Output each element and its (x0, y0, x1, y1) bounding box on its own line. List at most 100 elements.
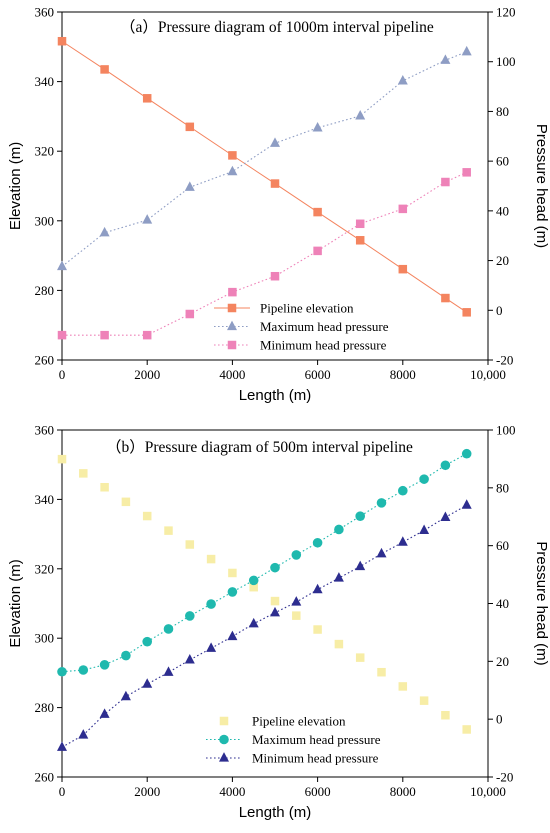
data-point (248, 617, 259, 628)
y-right-tick-label: 20 (496, 253, 509, 268)
data-point (57, 454, 67, 464)
chart-title: （a）Pressure diagram of 1000m interval pi… (120, 19, 434, 36)
data-point (334, 639, 344, 649)
data-point (397, 536, 408, 546)
legend-entry: Minimum head pressure (214, 338, 387, 353)
data-point (419, 696, 429, 705)
x-axis-label: Length (m) (239, 804, 312, 821)
y-right-tick-label: -20 (496, 353, 513, 368)
legend-label: Maximum head pressure (260, 319, 389, 334)
y-left-tick-label: 320 (35, 561, 55, 576)
data-point (313, 246, 322, 256)
data-point (462, 725, 471, 734)
data-point (270, 562, 280, 573)
y-right-tick-label: 100 (496, 423, 516, 438)
data-point (291, 596, 302, 606)
data-point (461, 45, 472, 56)
data-point (78, 665, 89, 675)
data-point (441, 710, 450, 720)
data-point (398, 264, 408, 274)
legend-marker (219, 716, 229, 726)
data-point (462, 168, 471, 177)
data-point (100, 330, 109, 340)
series-pipeline-elevation (57, 36, 471, 317)
y-right-tick-label: 120 (496, 5, 516, 20)
series-pipeline-elevation (57, 454, 471, 734)
legend-marker (219, 734, 229, 745)
series-minimum-head-pressure (57, 499, 472, 751)
data-point (248, 575, 259, 586)
data-point (79, 469, 88, 478)
data-point (440, 511, 451, 521)
data-point (376, 498, 387, 508)
legend-label: Pipeline elevation (252, 714, 346, 729)
plot-frame (61, 11, 489, 361)
data-point (57, 260, 67, 271)
data-point (377, 667, 386, 677)
legend-label: Pipeline elevation (260, 301, 354, 316)
y-right-axis-label: Pressure head (m) (533, 124, 550, 248)
data-point (249, 582, 258, 592)
y-left-tick-label: 300 (35, 631, 55, 646)
data-point (227, 165, 238, 176)
series-line (62, 171, 467, 336)
series-line (61, 504, 467, 748)
legend-label: Maximum head pressure (252, 732, 381, 747)
data-point (312, 121, 323, 132)
data-point (355, 511, 366, 521)
legend-marker (227, 320, 237, 331)
data-point (333, 572, 344, 582)
legend-marker (219, 752, 229, 762)
x-tick-label: 2000 (134, 784, 160, 799)
legend-label: Minimum head pressure (252, 751, 379, 766)
data-point (398, 682, 408, 691)
data-point (78, 729, 89, 739)
data-point (397, 74, 408, 85)
y-right-tick-label: 80 (496, 104, 509, 119)
data-point (185, 122, 195, 132)
data-point (120, 690, 131, 701)
data-point (461, 499, 472, 509)
data-point (99, 708, 110, 718)
x-tick-label: 8000 (390, 367, 416, 382)
data-point (121, 650, 131, 661)
data-point (355, 653, 365, 662)
series-maximum-head-pressure (57, 45, 472, 271)
x-tick-label: 8000 (390, 784, 416, 799)
data-point (121, 497, 131, 507)
data-point (355, 219, 365, 229)
data-point (57, 666, 67, 677)
data-point (355, 560, 366, 571)
data-point (398, 485, 408, 496)
legend-entry: Pipeline elevation (214, 301, 354, 316)
data-point (142, 94, 152, 103)
y-left-axis-label: Elevation (m) (7, 559, 24, 647)
data-point (228, 568, 237, 578)
data-point (441, 293, 450, 303)
y-left-tick-label: 340 (35, 74, 55, 89)
y-right-tick-label: 80 (496, 480, 509, 495)
data-point (185, 309, 195, 319)
x-tick-label: 10,000 (470, 367, 506, 382)
x-tick-label: 10,000 (470, 784, 506, 799)
data-point (270, 179, 280, 188)
data-point (184, 653, 195, 664)
legend-entry: Pipeline elevation (219, 714, 346, 729)
y-right-tick-label: 0 (496, 712, 503, 727)
y-right-tick-label: 60 (496, 154, 509, 169)
data-point (142, 678, 153, 688)
data-point (313, 625, 322, 634)
y-right-tick-label: 40 (496, 203, 509, 218)
data-point (57, 330, 67, 340)
data-point (292, 611, 301, 620)
data-point (419, 524, 430, 534)
legend-entry: Minimum head pressure (206, 751, 379, 766)
data-point (270, 137, 280, 147)
y-right-tick-label: -20 (496, 770, 513, 785)
data-point (142, 511, 152, 521)
y-right-tick-label: 40 (496, 596, 509, 611)
data-point (270, 271, 280, 281)
data-point (312, 537, 323, 548)
x-tick-label: 6000 (305, 367, 331, 382)
